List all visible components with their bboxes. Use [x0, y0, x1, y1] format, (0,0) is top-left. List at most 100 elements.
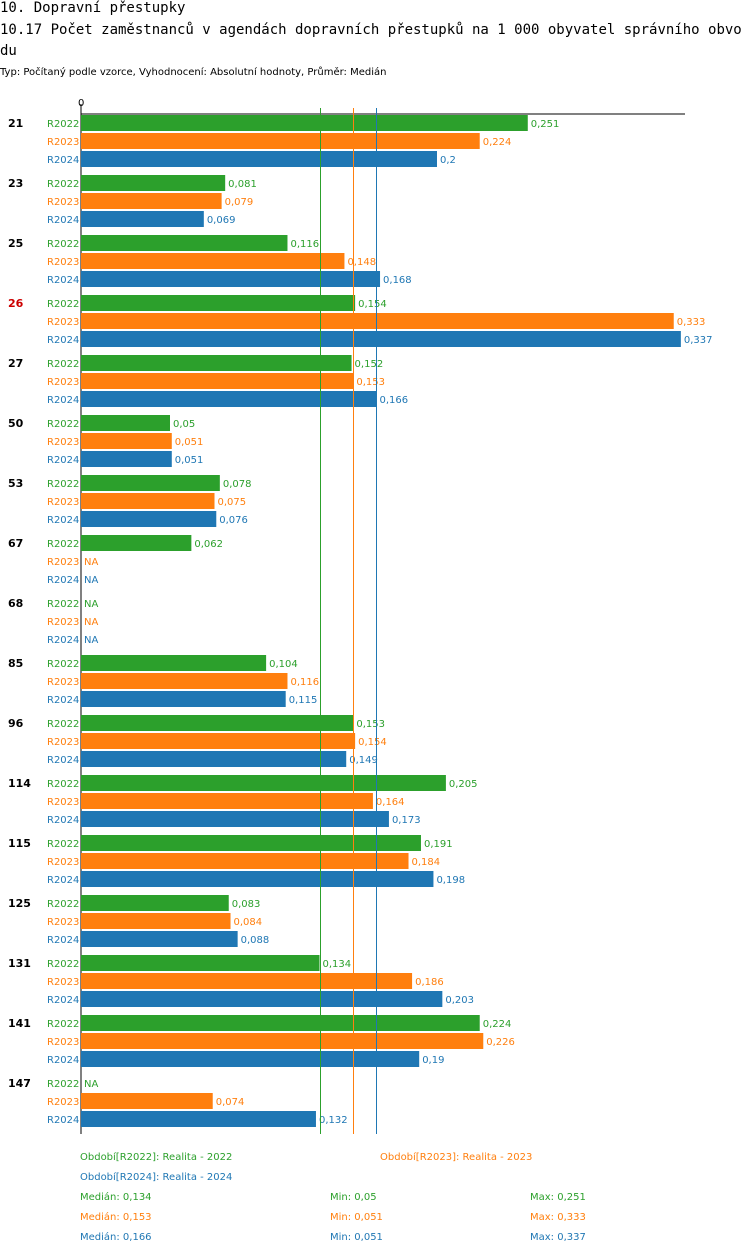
category-label-125: 125 [8, 897, 31, 910]
series-label-R2022: R2022 [47, 779, 79, 790]
chart-subtitle: Typ: Počítaný podle vzorce, Vyhodnocení:… [0, 67, 387, 78]
bar-25-R2024 [81, 271, 381, 287]
series-label-R2023: R2023 [47, 137, 79, 148]
series-label-R2023: R2023 [47, 677, 79, 688]
series-label-R2024: R2024 [47, 815, 79, 826]
series-label-R2022: R2022 [47, 1019, 79, 1030]
axis-zero-label: 0 [78, 98, 84, 109]
bar-21-R2024 [81, 151, 437, 167]
bar-25-R2023 [81, 253, 345, 269]
series-label-R2022: R2022 [47, 719, 79, 730]
category-label-131: 131 [8, 957, 31, 970]
series-label-R2024: R2024 [47, 395, 79, 406]
series-label-R2024: R2024 [47, 215, 79, 226]
bar-115-R2023 [81, 853, 409, 869]
bar-value-label: 0,116 [290, 677, 319, 688]
legend-period-R2023: Období[R2023]: Realita - 2023 [380, 1151, 532, 1163]
bar-96-R2022 [81, 715, 354, 731]
series-label-R2022: R2022 [47, 239, 79, 250]
bar-85-R2024 [81, 691, 286, 707]
bar-53-R2023 [81, 493, 215, 509]
category-label-21: 21 [8, 117, 23, 130]
series-label-R2022: R2022 [47, 299, 79, 310]
bar-23-R2022 [81, 175, 226, 191]
bar-131-R2022 [81, 955, 320, 971]
bar-value-label: 0,084 [234, 917, 263, 928]
category-label-26: 26 [8, 297, 24, 310]
legend-max-R2022: Max: 0,251 [530, 1192, 586, 1203]
series-label-R2022: R2022 [47, 419, 79, 430]
bar-67-R2022 [81, 535, 192, 551]
series-label-R2024: R2024 [47, 515, 79, 526]
bar-value-label: 0,203 [445, 995, 474, 1006]
bar-85-R2022 [81, 655, 267, 671]
na-label: NA [84, 635, 98, 646]
bar-value-label: 0,2 [440, 155, 456, 166]
na-label: NA [84, 599, 98, 610]
series-label-R2023: R2023 [47, 857, 79, 868]
category-label-53: 53 [8, 477, 23, 490]
series-label-R2023: R2023 [47, 797, 79, 808]
bar-147-R2023 [81, 1093, 213, 1109]
bar-50-R2023 [81, 433, 172, 449]
na-label: NA [84, 557, 98, 568]
series-label-R2022: R2022 [47, 659, 79, 670]
bar-value-label: 0,104 [269, 659, 298, 670]
legend-period-R2024: Období[R2024]: Realita - 2024 [80, 1171, 232, 1183]
category-label-141: 141 [8, 1017, 31, 1030]
bar-26-R2024 [81, 331, 681, 347]
series-label-R2023: R2023 [47, 497, 79, 508]
bar-value-label: 0,069 [207, 215, 236, 226]
series-label-R2024: R2024 [47, 455, 79, 466]
series-label-R2024: R2024 [47, 1115, 79, 1126]
series-label-R2023: R2023 [47, 197, 79, 208]
bar-value-label: 0,05 [173, 419, 195, 430]
bar-value-label: 0,153 [356, 377, 385, 388]
category-label-27: 27 [8, 357, 23, 370]
bar-115-R2022 [81, 835, 421, 851]
chart-title: 10.17 Počet zaměstnanců v agendách dopra… [0, 22, 742, 59]
bar-value-label: 0,198 [436, 875, 465, 886]
series-label-R2023: R2023 [47, 917, 79, 928]
bar-value-label: 0,079 [225, 197, 254, 208]
bar-value-label: 0,078 [223, 479, 252, 490]
bar-value-label: 0,062 [194, 539, 223, 550]
legend-max-R2024: Max: 0,337 [530, 1232, 586, 1243]
section-title: 10. Dopravní přestupky [0, 0, 186, 16]
bar-23-R2024 [81, 211, 204, 227]
category-label-147: 147 [8, 1077, 31, 1090]
bar-value-label: 0,333 [677, 317, 706, 328]
legend-median-R2022: Medián: 0,134 [80, 1191, 152, 1203]
bar-26-R2022 [81, 295, 356, 311]
bar-96-R2023 [81, 733, 356, 749]
bar-131-R2024 [81, 991, 443, 1007]
series-label-R2024: R2024 [47, 995, 79, 1006]
series-label-R2024: R2024 [47, 755, 79, 766]
series-label-R2024: R2024 [47, 935, 79, 946]
bar-125-R2024 [81, 931, 238, 947]
bar-21-R2022 [81, 115, 528, 131]
bar-26-R2023 [81, 313, 674, 329]
series-label-R2022: R2022 [47, 839, 79, 850]
bar-value-label: 0,184 [412, 857, 441, 868]
bar-125-R2022 [81, 895, 229, 911]
category-label-115: 115 [8, 837, 31, 850]
bar-value-label: 0,166 [379, 395, 408, 406]
bar-value-label: 0,224 [483, 1019, 512, 1030]
category-label-85: 85 [8, 657, 23, 670]
bar-27-R2022 [81, 355, 352, 371]
legend-min-R2022: Min: 0,05 [330, 1192, 377, 1203]
bar-96-R2024 [81, 751, 347, 767]
bar-value-label: 0,075 [218, 497, 247, 508]
series-label-R2024: R2024 [47, 1055, 79, 1066]
series-label-R2022: R2022 [47, 599, 79, 610]
series-label-R2023: R2023 [47, 377, 79, 388]
series-label-R2023: R2023 [47, 977, 79, 988]
category-label-68: 68 [8, 597, 23, 610]
series-label-R2022: R2022 [47, 119, 79, 130]
bar-131-R2023 [81, 973, 413, 989]
bar-value-label: 0,148 [347, 257, 376, 268]
bar-value-label: 0,051 [175, 455, 204, 466]
series-label-R2023: R2023 [47, 317, 79, 328]
series-label-R2024: R2024 [47, 875, 79, 886]
